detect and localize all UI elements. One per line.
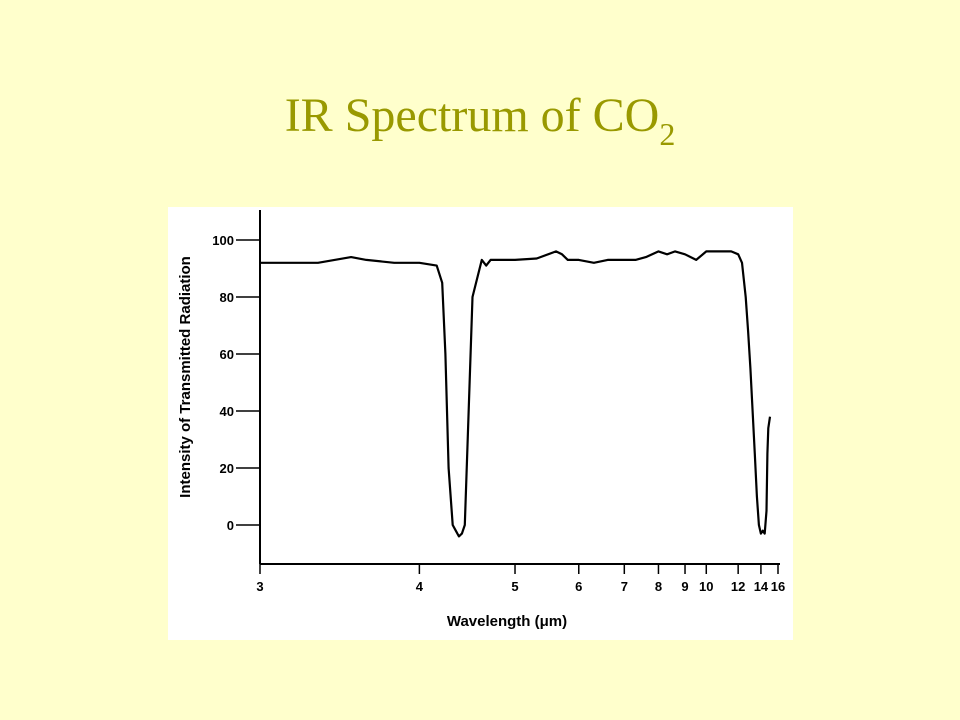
x-tick-label: 9 <box>681 579 688 594</box>
x-axis-title: Wavelength (μm) <box>447 613 567 630</box>
y-tick-label: 80 <box>220 290 234 305</box>
slide-title: IR Spectrum of CO2 <box>0 89 960 151</box>
x-tick-label: 4 <box>416 579 424 594</box>
slide-title-main: IR Spectrum of CO <box>284 89 660 142</box>
y-tick-label: 60 <box>220 347 234 362</box>
x-tick-label: 5 <box>511 579 518 594</box>
ir-spectrum-chart: 0 20 40 60 80 100 3 4 5 6 7 8 9 10 12 14 16 Intensity o… <box>177 210 785 630</box>
y-axis-title: Intensity of Transmitted Radiation <box>177 256 194 498</box>
y-tick-label: 0 <box>227 518 234 533</box>
x-tick-label: 14 <box>754 579 769 594</box>
x-tick-label: 12 <box>731 579 745 594</box>
y-tick-label: 100 <box>212 233 234 248</box>
x-tick-label: 3 <box>256 579 263 594</box>
spectrum-series-line <box>260 250 772 538</box>
x-tick-label: 6 <box>575 579 582 594</box>
slide-title-subscript: 2 <box>659 116 676 152</box>
chart-panel: 0 20 40 60 80 100 3 4 5 6 7 8 9 10 12 14 16 Intensity o… <box>168 207 793 640</box>
x-tick-label: 8 <box>655 579 662 594</box>
y-ticks: 0 20 40 60 80 100 <box>212 233 260 533</box>
x-tick-label: 10 <box>699 579 713 594</box>
x-tick-label: 7 <box>621 579 628 594</box>
x-ticks: 3 4 5 6 7 8 9 10 12 14 16 <box>256 564 785 594</box>
y-tick-label: 20 <box>220 461 234 476</box>
y-tick-label: 40 <box>220 404 234 419</box>
x-tick-label: 16 <box>771 579 785 594</box>
chart-axes <box>259 210 780 565</box>
